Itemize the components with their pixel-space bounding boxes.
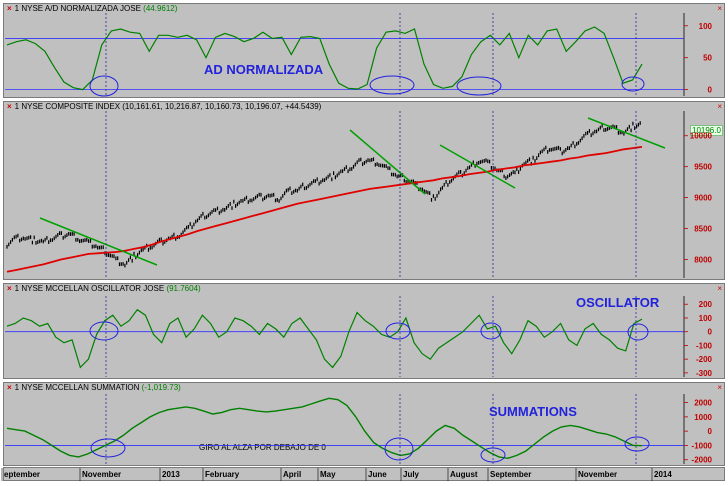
panel-menu-icon[interactable]: × [717, 102, 722, 111]
composite-moving-average [6, 146, 643, 273]
summation-panel-title: × 1 NYSE MCCELLAN SUMMATION (-1,019.73) [7, 383, 181, 393]
ad-annotation: AD NORMALIZADA [204, 62, 324, 77]
oscillator-title-text: 1 NYSE MCCELLAN OSCILLATOR JOSE [14, 284, 165, 293]
summation-tick-label: -1000 [692, 441, 713, 450]
oscillator-panel-title: × 1 NYSE MCCELLAN OSCILLATOR JOSE (91.760… [7, 284, 201, 294]
oscillator-circle [480, 322, 502, 340]
composite-tick-label: 10000 [690, 132, 713, 141]
ad-circle [369, 75, 415, 95]
oscillator-circle [89, 321, 119, 341]
panel-close-icon[interactable]: × [7, 102, 12, 111]
x-tick-label: 2014 [654, 470, 672, 479]
ad-circle [621, 76, 645, 92]
x-tick-label: April [283, 470, 301, 479]
summation-tick-label: -2000 [692, 456, 713, 465]
ad-circle [456, 76, 502, 96]
trend-line [587, 117, 666, 149]
oscillator-tick-label: 200 [699, 300, 713, 309]
last-price-label: 10196.0 [690, 125, 723, 136]
x-tick-label: July [403, 470, 420, 479]
x-tick-label: June [368, 470, 387, 479]
oscillator-tick-label: -300 [696, 369, 713, 378]
composite-price-bars [6, 121, 641, 268]
trend-line [439, 144, 516, 189]
ad-circle [89, 75, 119, 97]
summation-line [6, 397, 643, 460]
composite-title-text: 1 NYSE COMPOSITE INDEX [14, 102, 121, 111]
x-tick-label: February [205, 470, 240, 479]
oscillator-tick-label: -100 [696, 341, 713, 350]
ad-tick-label: 0 [708, 86, 713, 95]
summation-title-text: 1 NYSE MCCELLAN SUMMATION [14, 383, 140, 392]
oscillator-panel[interactable]: × 1 NYSE MCCELLAN OSCILLATOR JOSE (91.760… [3, 283, 725, 379]
x-tick-label: 2013 [162, 470, 180, 479]
panel-menu-icon[interactable]: × [717, 383, 722, 392]
summation-circle [90, 438, 126, 458]
summation-note: GIRO AL ALZA POR DEBAJO DE 0 [199, 443, 326, 452]
ad-value: (44.9612) [143, 4, 178, 13]
ad-panel-title: × 1 NYSE A/D NORMALIZADA JOSE (44.9612) [7, 4, 177, 14]
summation-annotation: SUMMATIONS [489, 404, 577, 419]
x-tick-label: eptember [4, 470, 40, 479]
summation-tick-label: 0 [708, 427, 713, 436]
summation-circle [624, 436, 650, 452]
composite-panel-title: × 1 NYSE COMPOSITE INDEX (10,161.61, 10,2… [7, 102, 321, 112]
panel-close-icon[interactable]: × [7, 4, 12, 13]
ad-line [6, 26, 643, 91]
trend-line [39, 217, 158, 266]
oscillator-tick-label: 100 [699, 314, 713, 323]
panel-menu-icon[interactable]: × [717, 284, 722, 293]
composite-tick-label: 9500 [694, 163, 712, 172]
x-tick-label: November [578, 470, 617, 479]
summation-tick-label: 1000 [694, 413, 712, 422]
panel-menu-icon[interactable]: × [717, 4, 722, 13]
summation-circle [480, 447, 506, 463]
oscillator-line [6, 308, 643, 369]
composite-tick-label: 8000 [694, 255, 712, 264]
oscillator-circle [627, 323, 649, 341]
ad-tick-label: 50 [703, 54, 712, 63]
oscillator-tick-label: -200 [696, 355, 713, 364]
ad-tick-label: 100 [699, 22, 713, 31]
oscillator-tick-label: 0 [708, 328, 713, 337]
composite-tick-label: 9000 [694, 194, 712, 203]
oscillator-annotation: OSCILLATOR [576, 295, 660, 310]
composite-value: (10,161.61, 10,216.87, 10,160.73, 10,196… [122, 102, 322, 111]
x-tick-label: November [82, 470, 121, 479]
oscillator-value: (91.7604) [166, 284, 201, 293]
date-axis [3, 467, 725, 481]
ad-normalizada-panel[interactable]: × 1 NYSE A/D NORMALIZADA JOSE (44.9612) ×… [3, 3, 725, 98]
summation-circle [384, 437, 414, 461]
oscillator-circle [385, 322, 411, 340]
ad-title-text: 1 NYSE A/D NORMALIZADA JOSE [14, 4, 141, 13]
x-tick-label: August [450, 470, 478, 479]
trend-line [349, 129, 426, 195]
panel-close-icon[interactable]: × [7, 383, 12, 392]
summation-value: (-1,019.73) [141, 383, 181, 392]
composite-tick-label: 8500 [694, 225, 712, 234]
x-tick-label: September [490, 470, 531, 479]
panel-close-icon[interactable]: × [7, 284, 12, 293]
summation-tick-label: 2000 [694, 399, 712, 408]
x-tick-label: May [320, 470, 336, 479]
